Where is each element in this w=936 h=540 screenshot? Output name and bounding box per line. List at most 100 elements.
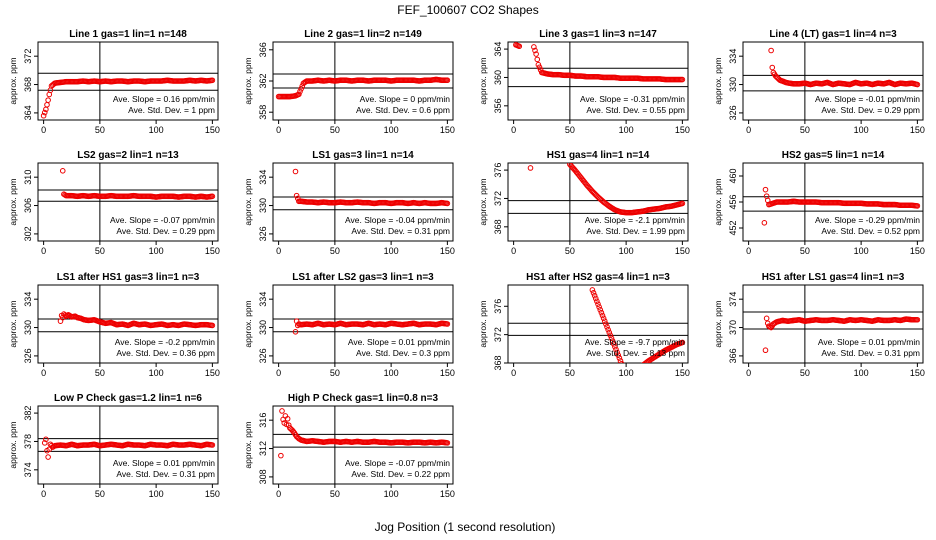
x-tick-label: 50 <box>330 125 340 135</box>
panel-6: LS1 gas=3 lin=1 n=14 0 50 100 150 326 330 334 ap… <box>243 150 455 256</box>
data-point <box>44 101 50 108</box>
data-point <box>636 366 641 371</box>
data-point <box>604 324 610 330</box>
std-dev-annotation: Ave. Std. Dev. = 1.99 ppm <box>586 226 685 236</box>
data-point <box>761 220 768 226</box>
data-point <box>293 192 300 199</box>
panel-title: Line 3 gas=1 lin=3 n=147 <box>539 29 657 40</box>
data-point <box>679 339 686 346</box>
plot-frame <box>742 41 924 121</box>
std-dev-annotation: Ave. Std. Dev. = 1 ppm <box>128 105 215 115</box>
slope-annotation: Ave. Slope = -0.31 ppm/min <box>580 94 685 104</box>
data-point <box>914 316 921 323</box>
std-dev-annotation: Ave. Std. Dev. = 0.29 ppm <box>821 105 920 115</box>
panel-title: LS2 gas=2 lin=1 n=13 <box>77 150 179 161</box>
y-tick-label: 372 <box>493 327 503 342</box>
plot-frame <box>272 162 454 242</box>
data-point <box>679 200 686 207</box>
data-points <box>292 318 451 335</box>
x-tick-label: 100 <box>854 368 869 378</box>
panel-7: HS1 gas=4 lin=1 n=14 0 50 100 150 368 372 376 ap… <box>478 150 690 256</box>
slope-annotation: Ave. Slope = 0.01 ppm/min <box>348 337 450 347</box>
x-tick-label: 0 <box>41 125 46 135</box>
y-axis-label: approx. ppm <box>713 57 723 104</box>
data-point <box>532 47 538 54</box>
data-points <box>527 163 686 216</box>
slope-annotation: Ave. Slope = 0 ppm/min <box>360 94 451 104</box>
y-tick-label: 326 <box>258 348 268 363</box>
y-tick-label: 334 <box>23 292 33 307</box>
y-axis-label: approx. ppm <box>713 300 723 347</box>
data-points <box>513 42 686 83</box>
data-point <box>41 109 48 116</box>
x-tick-label: 100 <box>619 125 634 135</box>
slope-annotation: Ave. Slope = -0.01 ppm/min <box>815 94 920 104</box>
data-point <box>640 364 645 369</box>
data-point <box>279 408 285 414</box>
y-axis-label: approx. ppm <box>8 421 18 468</box>
y-tick-label: 368 <box>493 355 503 370</box>
y-tick-label: 326 <box>23 348 33 363</box>
y-tick-label: 382 <box>23 406 33 421</box>
plot-frame <box>507 162 689 242</box>
data-point <box>610 341 617 347</box>
x-tick-label: 0 <box>276 368 281 378</box>
y-tick-label: 364 <box>493 42 503 57</box>
data-point <box>444 77 451 84</box>
data-point <box>914 81 921 88</box>
y-axis-label: approx. ppm <box>478 178 488 225</box>
data-point <box>209 442 216 448</box>
std-dev-annotation: Ave. Std. Dev. = 0.6 ppm <box>356 105 450 115</box>
y-axis-label: approx. ppm <box>8 300 18 347</box>
x-tick-label: 100 <box>384 489 399 499</box>
plot-frame <box>272 405 454 485</box>
panel-title: LS1 gas=3 lin=1 n=14 <box>312 150 414 161</box>
data-point <box>45 97 51 103</box>
panel-title: LS1 after LS2 gas=3 lin=1 n=3 <box>292 272 434 283</box>
y-tick-label: 330 <box>728 77 738 92</box>
slope-annotation: Ave. Slope = 0.01 ppm/min <box>818 337 920 347</box>
x-tick-label: 150 <box>205 246 220 256</box>
x-tick-label: 100 <box>854 125 869 135</box>
y-tick-label: 460 <box>728 168 738 183</box>
y-tick-label: 362 <box>258 73 268 88</box>
x-tick-label: 150 <box>440 125 455 135</box>
data-point <box>606 329 613 336</box>
y-axis-label: approx. ppm <box>243 57 253 104</box>
plot-frame <box>37 41 219 121</box>
x-tick-label: 100 <box>619 246 634 256</box>
y-axis-label: approx. ppm <box>478 300 488 347</box>
slope-annotation: Ave. Slope = 0.16 ppm/min <box>113 94 215 104</box>
x-tick-label: 150 <box>675 125 690 135</box>
data-point <box>914 203 921 209</box>
panel-title: Line 2 gas=1 lin=2 n=149 <box>304 29 422 40</box>
data-point <box>209 322 216 329</box>
data-point <box>59 168 66 174</box>
data-point <box>209 193 216 200</box>
slope-annotation: Ave. Slope = -0.04 ppm/min <box>345 215 450 225</box>
data-point <box>534 56 541 63</box>
y-tick-label: 378 <box>23 434 33 449</box>
x-tick-label: 50 <box>800 125 810 135</box>
data-point <box>592 295 599 302</box>
data-point <box>589 287 596 293</box>
x-tick-label: 150 <box>910 125 925 135</box>
x-tick-label: 50 <box>565 368 575 378</box>
data-points <box>292 168 451 207</box>
figure-title: FEF_100607 CO2 Shapes <box>397 3 538 17</box>
x-tick-label: 100 <box>384 125 399 135</box>
data-point <box>444 321 451 327</box>
y-tick-label: 374 <box>728 292 738 307</box>
y-axis-label: approx. ppm <box>8 178 18 225</box>
x-tick-label: 150 <box>675 368 690 378</box>
x-tick-label: 0 <box>276 489 281 499</box>
x-tick-label: 100 <box>619 368 634 378</box>
x-axis-label: Jog Position (1 second resolution) <box>375 520 556 534</box>
x-tick-label: 0 <box>511 368 516 378</box>
std-dev-annotation: Ave. Std. Dev. = 0.31 ppm <box>116 469 215 479</box>
x-tick-label: 150 <box>440 489 455 499</box>
data-points <box>59 168 216 200</box>
data-point <box>444 200 451 207</box>
y-tick-label: 326 <box>258 226 268 241</box>
x-tick-label: 100 <box>854 246 869 256</box>
